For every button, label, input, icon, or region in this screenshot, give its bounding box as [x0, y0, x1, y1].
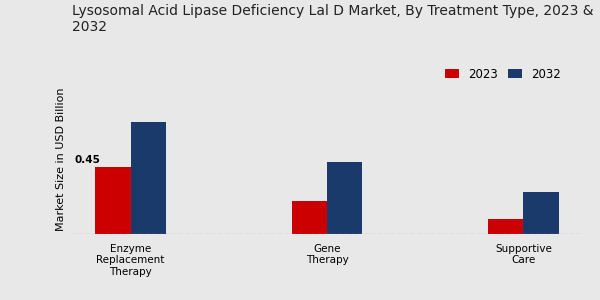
Bar [131, 122, 166, 234]
Text: Lysosomal Acid Lipase Deficiency Lal D Market, By Treatment Type, 2023 &
2032: Lysosomal Acid Lipase Deficiency Lal D M… [72, 4, 593, 34]
Legend: 2023, 2032: 2023, 2032 [440, 63, 566, 85]
Bar [292, 201, 327, 234]
Bar [523, 192, 559, 234]
Bar [327, 162, 362, 234]
Bar [488, 219, 523, 234]
Y-axis label: Market Size in USD Billion: Market Size in USD Billion [56, 87, 67, 231]
Bar [95, 167, 131, 234]
Text: 0.45: 0.45 [74, 155, 100, 165]
